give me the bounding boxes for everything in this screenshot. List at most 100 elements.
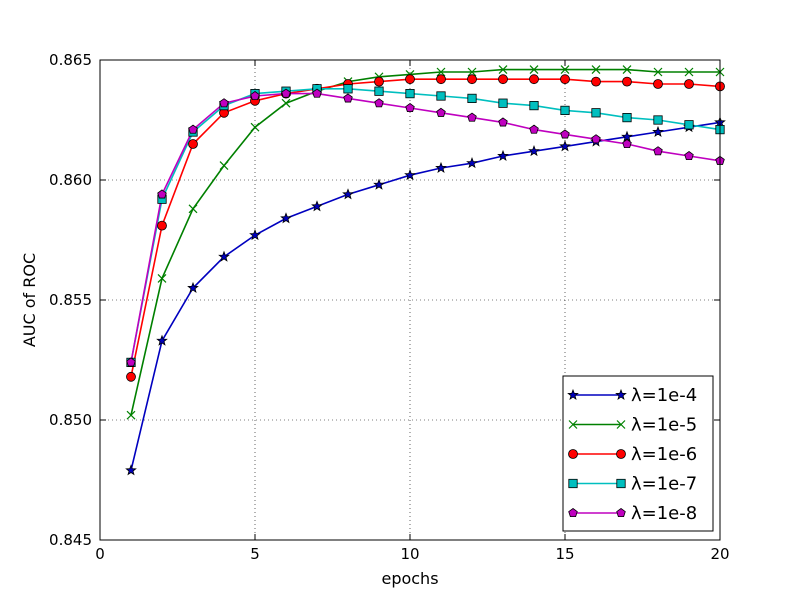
series-5-point	[188, 124, 198, 134]
series-1-point	[125, 464, 137, 476]
series-5-point	[405, 103, 415, 113]
series-3-point	[374, 76, 384, 87]
series-2-point	[653, 67, 663, 77]
legend-entry-label: λ=1e-8	[631, 503, 697, 524]
series-5-point	[684, 151, 694, 161]
x-marker-stroke	[684, 67, 694, 77]
series-5-point	[343, 93, 353, 103]
y-tick-label: 0.865	[49, 51, 92, 69]
series-2-point	[436, 67, 446, 77]
legend-entry-label: λ=1e-7	[631, 474, 697, 495]
x-marker-stroke	[568, 420, 578, 429]
series-3-point	[622, 76, 632, 87]
x-tick-label: 10	[400, 545, 419, 563]
series-layer	[130, 68, 720, 471]
series-3-point	[684, 79, 694, 89]
series-5-point	[126, 357, 136, 367]
series-3-point	[188, 139, 198, 149]
y-tick-label: 0.850	[49, 411, 92, 429]
series-3-point	[591, 76, 601, 87]
series-2-point	[126, 410, 136, 420]
y-tick-label: 0.845	[49, 531, 92, 549]
series-1-point	[342, 188, 354, 200]
series-1-point	[311, 200, 323, 212]
series-4-point	[467, 93, 477, 103]
series-line-1	[130, 121, 720, 471]
legend-marker	[615, 388, 627, 400]
series-1-point	[187, 281, 199, 293]
x-axis-label: epochs	[381, 569, 438, 588]
series-3-point	[157, 220, 167, 231]
series-1-point	[280, 212, 292, 224]
series-5-point	[529, 124, 539, 134]
x-marker-stroke	[467, 67, 477, 77]
series-5-point	[560, 129, 570, 139]
series-line-2	[130, 68, 720, 416]
series-3-point	[405, 74, 415, 85]
x-marker-stroke	[126, 410, 136, 420]
series-3-point	[529, 74, 539, 85]
series-5-point	[250, 91, 260, 101]
ticks: 0 5 10 15 20 0.845 0.850 0.855 0.860 0.865	[49, 51, 730, 563]
series-4-point	[684, 120, 694, 130]
series-4-point	[374, 86, 384, 96]
series-4-point	[560, 105, 570, 115]
x-marker-stroke	[616, 420, 626, 429]
x-marker-stroke	[591, 65, 601, 75]
series-4-point	[529, 101, 539, 111]
y-tick-label: 0.860	[49, 171, 92, 189]
series-5-point	[157, 189, 167, 199]
x-tick-label: 0	[95, 545, 105, 563]
series-2-point	[529, 65, 539, 75]
series-2-point	[591, 65, 601, 75]
legend-marker	[568, 508, 578, 518]
series-1-point	[559, 140, 571, 152]
x-marker-stroke	[498, 65, 508, 75]
x-marker-stroke	[281, 98, 291, 108]
series-4-point	[436, 91, 446, 101]
series-line-3	[130, 78, 720, 377]
series-2-point	[684, 67, 694, 77]
series-3-point	[653, 79, 663, 89]
series-2-point	[188, 204, 198, 214]
series-2-point	[560, 65, 570, 75]
legend-marker	[616, 508, 626, 518]
marker-layer	[125, 65, 726, 476]
series-4-point	[405, 89, 415, 99]
legend-marker	[568, 420, 578, 429]
series-2-point	[622, 65, 632, 75]
x-marker-stroke	[157, 273, 167, 283]
series-1-point	[652, 125, 664, 137]
series-5-point	[591, 134, 601, 144]
series-5-point	[653, 146, 663, 156]
series-3-point	[126, 371, 136, 382]
series-1-point	[621, 130, 633, 142]
series-2-point	[250, 122, 260, 132]
series-3-point	[560, 74, 570, 85]
x-marker-stroke	[219, 161, 229, 171]
legend-entry-label: λ=1e-4	[631, 385, 697, 406]
series-4-point	[498, 98, 508, 108]
series-4-point	[622, 113, 632, 123]
x-marker-stroke	[529, 65, 539, 75]
series-5-point	[219, 98, 229, 108]
series-5-point	[467, 112, 477, 122]
series-1-point	[528, 145, 540, 157]
series-5-point	[374, 98, 384, 108]
series-1-point	[156, 334, 168, 346]
series-5-point	[312, 88, 322, 98]
series-5-point	[622, 139, 632, 149]
legend-entry-label: λ=1e-5	[631, 415, 697, 436]
series-1-point	[249, 229, 261, 241]
series-3-point	[498, 74, 508, 85]
series-2-point	[498, 65, 508, 75]
series-5-point	[498, 117, 508, 127]
y-tick-label: 0.855	[49, 291, 92, 309]
x-marker-stroke	[188, 204, 198, 214]
legend-entry-label: λ=1e-6	[631, 444, 697, 465]
x-marker-stroke	[250, 122, 260, 132]
legend-marker	[568, 449, 578, 459]
x-tick-label: 15	[555, 545, 574, 563]
legend-marker	[568, 478, 578, 489]
series-2-point	[281, 98, 291, 108]
